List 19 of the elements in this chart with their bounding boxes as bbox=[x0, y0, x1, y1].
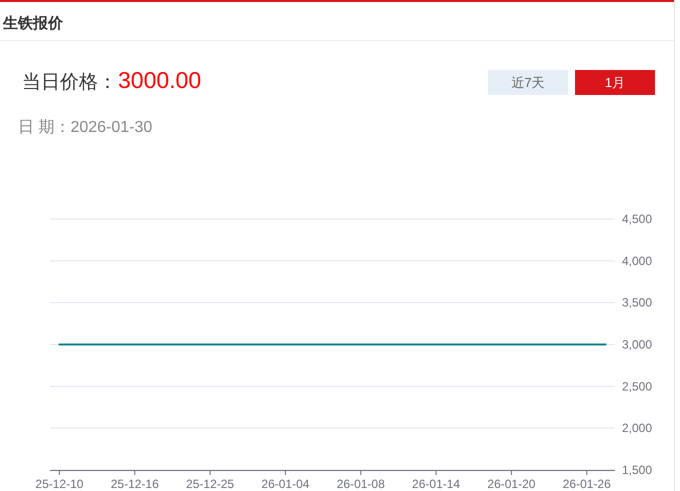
text: 当日价格： bbox=[22, 72, 117, 93]
y-tick-label: 3,000 bbox=[622, 338, 652, 352]
chart-title: 生铁报价 bbox=[2, 15, 64, 32]
x-tick-label: 25-12-10 bbox=[35, 477, 84, 491]
y-tick-label: 2,000 bbox=[622, 421, 652, 436]
y-tick-label: 3,500 bbox=[622, 296, 652, 310]
x-tick-label: 26-01-08 bbox=[336, 477, 386, 491]
y-tick-label: 4,500 bbox=[622, 212, 652, 226]
x-tick-label: 25-12-25 bbox=[186, 477, 234, 491]
x-tick-label: 26-01-14 bbox=[412, 477, 460, 491]
y-tick-label: 2,500 bbox=[622, 379, 652, 394]
x-tick-label: 26-01-04 bbox=[261, 477, 310, 491]
x-tick-label: 25-12-16 bbox=[110, 477, 160, 491]
y-tick-label: 1,500 bbox=[622, 463, 652, 477]
y-tick-label: 4,000 bbox=[622, 254, 652, 268]
x-tick-label: 26-01-20 bbox=[487, 477, 536, 491]
text: 日 期：2026-01-30 bbox=[18, 118, 152, 136]
x-tick-label: 26-01-26 bbox=[562, 477, 612, 491]
text: 3000.00 bbox=[118, 67, 202, 93]
